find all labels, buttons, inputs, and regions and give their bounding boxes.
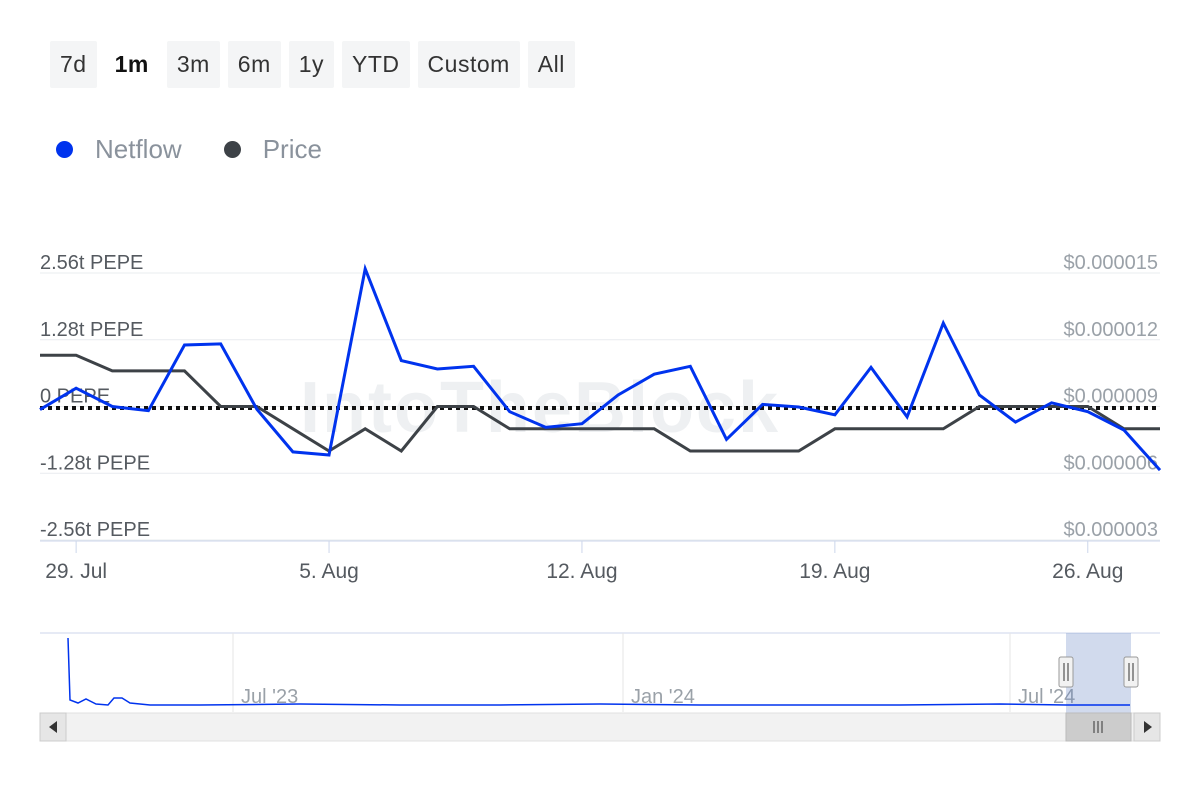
range-button-1y[interactable]: 1y [288,41,335,88]
legend-item-price[interactable]: Price [220,134,322,165]
right-axis-ticks: $0.000015 $0.000012 $0.000009 $0.000006 $0.0… [1063,252,1158,541]
right-axis-tick-label: $0.000009 [1063,386,1158,408]
left-axis-tick-label: -1.28t PEPE [40,452,150,474]
right-axis-tick-label: $0.000012 [1063,319,1158,341]
right-axis-tick-label: $0.000003 [1063,519,1158,541]
left-axis-tick-label: 1.28t PEPE [40,319,143,341]
handle-body [1123,656,1139,688]
watermark: IntoTheBlock [300,368,780,448]
legend-label: Netflow [95,134,182,164]
left-axis-tick-label: 2.56t PEPE [40,252,143,274]
series-lines [39,263,1162,472]
chevron-left-icon [49,721,57,733]
handle-body [1058,656,1074,688]
navigator: Jul '23 Jan '24 Jul '24 [39,632,1161,742]
range-button-all[interactable]: All [527,41,575,88]
legend-dot [223,141,241,158]
x-axis-tick-label: 12. Aug [546,560,617,583]
scrollbar-left-button[interactable] [39,712,67,742]
left-axis-ticks: 2.56t PEPE 1.28t PEPE 0 PEPE -1.28t PEPE -2.… [40,252,150,541]
scrollbar-right-button[interactable] [1133,712,1161,742]
navigator-left-handle[interactable] [1058,656,1074,688]
range-button-custom[interactable]: Custom [417,41,520,88]
chevron-right-icon [1144,721,1152,733]
x-axis-tick-label: 5. Aug [299,560,359,583]
scrollbar-track [39,712,1161,742]
x-axis-tick-label: 29. Jul [45,560,107,583]
legend-dot [56,141,73,158]
navigator-label: Jan '24 [631,686,695,708]
x-axis-tick-label: 19. Aug [799,560,870,583]
series-line-price [40,353,1160,453]
navigator-scrollbar [39,712,1161,742]
navigator-label: Jul '24 [1018,686,1075,708]
legend-label: Price [262,134,322,164]
navigator-label: Jul '23 [241,686,298,708]
navigator-right-handle[interactable] [1123,656,1139,688]
range-button-1m[interactable]: 1m [104,41,159,88]
scrollbar-button-bg [39,712,67,742]
right-axis-tick-label: $0.000015 [1063,252,1158,274]
series-line-netflow [39,263,1162,472]
navigator-selection [1066,633,1131,713]
left-axis-tick-label: 0 PEPE [40,386,110,408]
scrollbar-thumb[interactable] [1065,712,1132,742]
left-axis-tick-label: -2.56t PEPE [40,519,150,541]
range-button-ytd[interactable]: YTD [342,41,410,88]
range-button-6m[interactable]: 6m [227,41,281,88]
range-button-3m[interactable]: 3m [166,41,220,88]
x-axis: 29. Jul 5. Aug 12. Aug 19. Aug 26. Aug [40,540,1160,583]
right-axis-tick-label: $0.000006 [1063,452,1158,474]
legend: Netflow Price [52,134,322,165]
navigator-series [67,637,1130,706]
range-button-7d[interactable]: 7d [50,41,97,88]
x-axis-tick-label: 26. Aug [1052,560,1123,583]
legend-item-netflow[interactable]: Netflow [52,134,182,165]
range-selector: 7d 1m 3m 6m 1y YTD Custom All [50,41,575,88]
